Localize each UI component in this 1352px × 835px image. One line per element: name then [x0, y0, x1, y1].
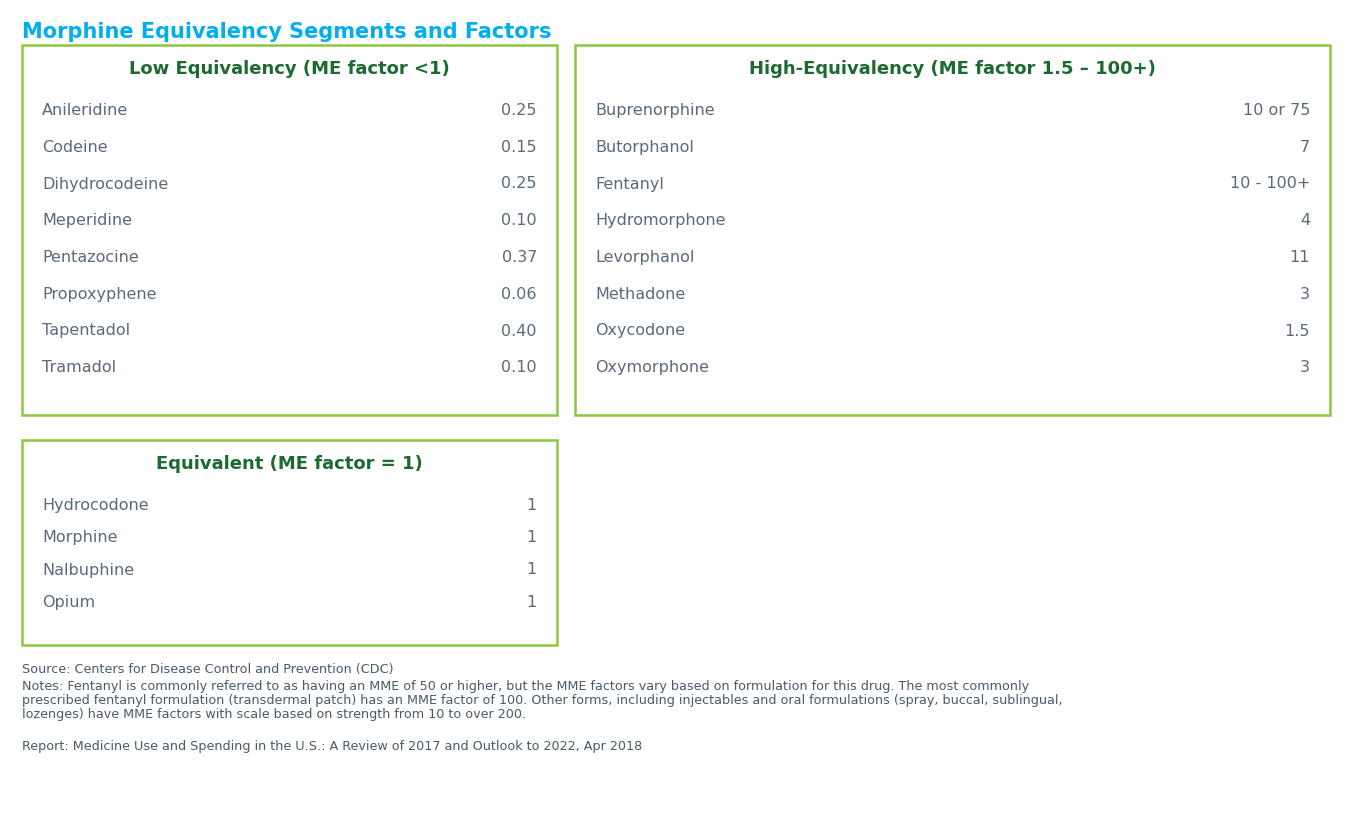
Text: Levorphanol: Levorphanol	[595, 250, 695, 265]
Text: Oxycodone: Oxycodone	[595, 323, 685, 338]
Text: Source: Centers for Disease Control and Prevention (CDC): Source: Centers for Disease Control and …	[22, 663, 393, 676]
Text: 3: 3	[1301, 286, 1310, 301]
Text: Propoxyphene: Propoxyphene	[42, 286, 157, 301]
Text: 1: 1	[527, 563, 537, 578]
Text: 1: 1	[527, 595, 537, 610]
Text: 0.25: 0.25	[502, 103, 537, 118]
Text: Low Equivalency (ME factor <1): Low Equivalency (ME factor <1)	[130, 60, 450, 78]
Text: lozenges) have MME factors with scale based on strength from 10 to over 200.: lozenges) have MME factors with scale ba…	[22, 708, 526, 721]
Text: Morphine Equivalency Segments and Factors: Morphine Equivalency Segments and Factor…	[22, 22, 552, 42]
Text: Butorphanol: Butorphanol	[595, 139, 694, 154]
Text: Codeine: Codeine	[42, 139, 108, 154]
Text: Tapentadol: Tapentadol	[42, 323, 130, 338]
Text: Tramadol: Tramadol	[42, 360, 116, 375]
Text: High-Equivalency (ME factor 1.5 – 100+): High-Equivalency (ME factor 1.5 – 100+)	[749, 60, 1156, 78]
Text: Pentazocine: Pentazocine	[42, 250, 139, 265]
Text: Nalbuphine: Nalbuphine	[42, 563, 134, 578]
Text: Notes: Fentanyl is commonly referred to as having an MME of 50 or higher, but th: Notes: Fentanyl is commonly referred to …	[22, 680, 1029, 693]
Text: 3: 3	[1301, 360, 1310, 375]
Text: Fentanyl: Fentanyl	[595, 176, 664, 191]
Text: Equivalent (ME factor = 1): Equivalent (ME factor = 1)	[155, 455, 423, 473]
Text: 11: 11	[1290, 250, 1310, 265]
Text: Buprenorphine: Buprenorphine	[595, 103, 715, 118]
Text: Report: Medicine Use and Spending in the U.S.: A Review of 2017 and Outlook to 2: Report: Medicine Use and Spending in the…	[22, 740, 642, 753]
Text: Dihydrocodeine: Dihydrocodeine	[42, 176, 168, 191]
Text: 0.15: 0.15	[502, 139, 537, 154]
Text: Morphine: Morphine	[42, 530, 118, 545]
Text: 0.06: 0.06	[502, 286, 537, 301]
Text: Anileridine: Anileridine	[42, 103, 128, 118]
Text: Methadone: Methadone	[595, 286, 685, 301]
Text: Hydromorphone: Hydromorphone	[595, 213, 726, 228]
Text: 0.37: 0.37	[502, 250, 537, 265]
Text: 7: 7	[1299, 139, 1310, 154]
Text: 1: 1	[527, 498, 537, 513]
Text: Meperidine: Meperidine	[42, 213, 132, 228]
Text: 4: 4	[1299, 213, 1310, 228]
Text: 1.5: 1.5	[1284, 323, 1310, 338]
Bar	[22, 440, 557, 645]
Text: 10 - 100+: 10 - 100+	[1229, 176, 1310, 191]
Text: Oxymorphone: Oxymorphone	[595, 360, 708, 375]
Text: 0.25: 0.25	[502, 176, 537, 191]
Text: prescribed fentanyl formulation (transdermal patch) has an MME factor of 100. Ot: prescribed fentanyl formulation (transde…	[22, 694, 1063, 707]
Text: 1: 1	[527, 530, 537, 545]
Text: Hydrocodone: Hydrocodone	[42, 498, 149, 513]
Text: 0.40: 0.40	[502, 323, 537, 338]
Text: Opium: Opium	[42, 595, 95, 610]
Text: 10 or 75: 10 or 75	[1242, 103, 1310, 118]
Bar	[575, 45, 1330, 415]
Bar	[22, 45, 557, 415]
Text: 0.10: 0.10	[502, 360, 537, 375]
Text: 0.10: 0.10	[502, 213, 537, 228]
